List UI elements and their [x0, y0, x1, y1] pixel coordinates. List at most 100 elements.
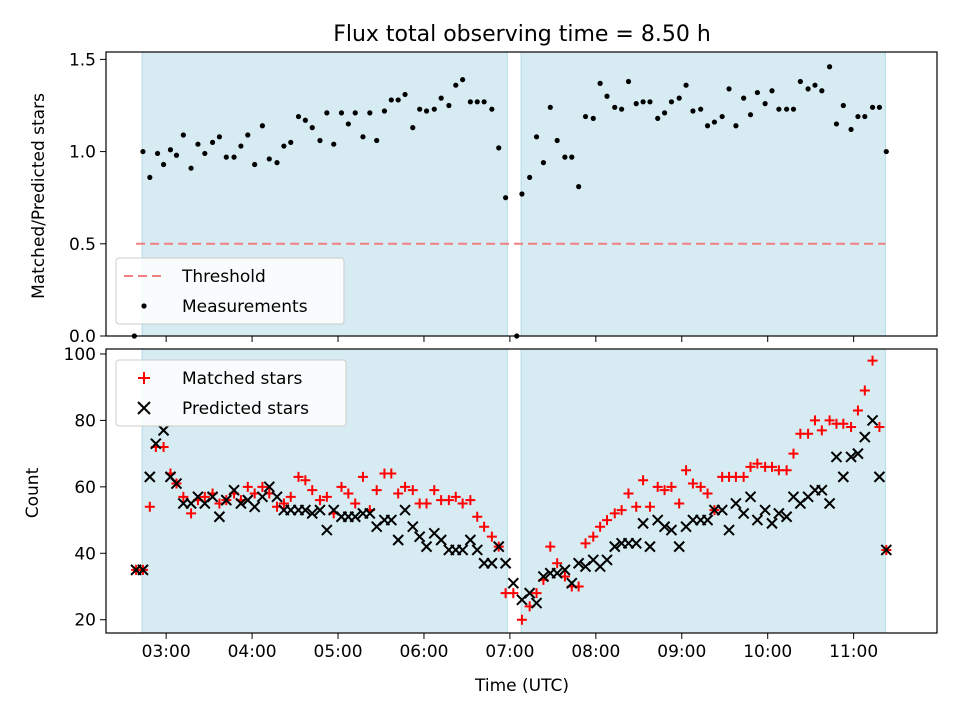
predicted-point [530, 597, 543, 609]
predicted-point [256, 491, 269, 503]
predicted-point [601, 554, 613, 566]
matched-point [307, 485, 318, 496]
measurement-point [223, 154, 229, 160]
predicted-point [845, 451, 857, 463]
matched-point [659, 485, 670, 496]
matched-point [257, 481, 268, 492]
matched-point [278, 498, 289, 509]
predicted-point [673, 540, 685, 553]
y-tick-label: 20 [74, 611, 96, 631]
measurement-point [252, 161, 258, 168]
matched-point [357, 471, 368, 482]
measurement-point [188, 165, 194, 171]
measurement-point [826, 64, 833, 70]
predicted-point [271, 491, 283, 503]
measurement-point [410, 125, 416, 131]
matched-point [666, 481, 677, 492]
matched-point [838, 418, 849, 429]
measurement-point [805, 86, 811, 92]
measurement-point [180, 132, 186, 138]
x-axis-label: Time (UTC) [474, 676, 569, 696]
matched-point [602, 515, 613, 526]
predicted-point [523, 587, 536, 599]
predicted-point [852, 447, 864, 460]
measurement-point [569, 154, 575, 160]
measurement-point [576, 184, 582, 190]
matched-point [867, 355, 878, 366]
measurement-point [238, 143, 244, 149]
predicted-point [220, 494, 233, 506]
measurement-point [661, 110, 668, 116]
measurement-point [352, 110, 358, 116]
measurement-point [295, 113, 302, 120]
matched-point [623, 488, 634, 499]
measurement-point [173, 152, 180, 158]
measurement-point [604, 93, 610, 99]
measurement-point [582, 113, 589, 120]
measurement-point [317, 137, 323, 144]
observing-window [520, 348, 886, 634]
measurement-point [711, 119, 718, 125]
predicted-point [880, 544, 893, 556]
predicted-point [235, 497, 247, 510]
predicted-point [823, 497, 836, 510]
matched-point [595, 521, 606, 532]
matched-point [824, 415, 835, 426]
measurement-point [154, 150, 161, 157]
matched-point [809, 415, 820, 426]
y-tick-label: 60 [74, 478, 96, 498]
predicted-point [723, 524, 735, 536]
matched-point [674, 498, 685, 509]
measurement-point [848, 126, 854, 133]
matched-point [393, 488, 404, 499]
measurement-point [862, 113, 868, 120]
matched-point [767, 461, 778, 472]
matched-point [508, 588, 519, 599]
measurement-point [281, 143, 287, 149]
measurement-point [395, 97, 401, 103]
predicted-point [730, 497, 742, 510]
predicted-point [150, 437, 162, 450]
predicted-point [435, 534, 447, 546]
measurement-point [453, 82, 459, 88]
predicted-point [170, 477, 183, 490]
measurement-point [496, 145, 502, 151]
measurement-point [741, 95, 747, 101]
matched-point [788, 448, 799, 459]
matched-point [336, 481, 347, 492]
matched-point [852, 405, 863, 416]
matched-point [580, 538, 591, 549]
x-tick-label: 03:00 [142, 642, 191, 662]
legend-matched-swatch [138, 372, 150, 384]
matched-point [638, 475, 649, 486]
predicted-point [780, 511, 793, 523]
measurement-point [883, 148, 889, 155]
matched-point [199, 491, 210, 502]
measurement-point [245, 132, 251, 138]
measurement-point [381, 108, 388, 114]
measurement-point [288, 139, 294, 145]
measurement-point [274, 160, 280, 166]
measurement-point [625, 78, 632, 85]
predicted-point [766, 517, 778, 530]
measurement-point [869, 104, 876, 110]
predicted-point [665, 524, 678, 536]
measurement-point [338, 110, 345, 116]
predicted-point [228, 484, 240, 496]
matched-point [738, 471, 749, 482]
matched-point [293, 471, 304, 482]
matched-point [178, 491, 189, 502]
measurement-point [231, 154, 237, 160]
matched-point [644, 501, 655, 512]
measurement-point [776, 106, 782, 112]
measurement-point [726, 86, 732, 92]
measurement-point [446, 102, 452, 109]
legend-predicted-swatch [137, 401, 151, 415]
measurement-point [345, 121, 351, 127]
measurement-point [790, 106, 797, 112]
observing-window [520, 51, 886, 337]
matched-point [681, 465, 692, 476]
predicted-point [551, 567, 563, 579]
predicted-point [157, 424, 170, 437]
